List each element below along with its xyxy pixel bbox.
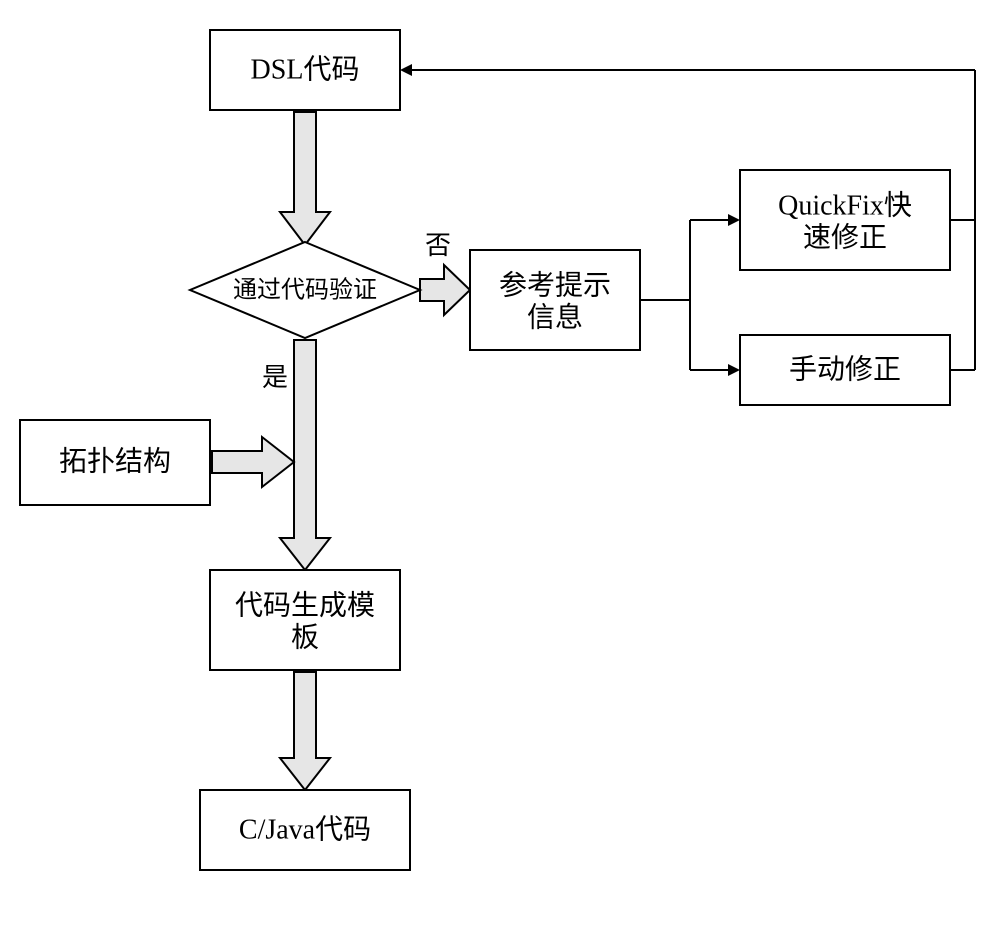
arrow-template-to-cjava [280,672,330,790]
connector-hint-split [640,214,740,376]
node-template: 代码生成模 板 [210,570,400,670]
node-quickfix: QuickFix快 速修正 [740,170,950,270]
flowchart-canvas: 否 是 DSL [0,0,1000,936]
arrowhead-to-quickfix [728,214,740,226]
node-template-line2: 板 [291,621,319,653]
node-manual: 手动修正 [740,335,950,405]
node-quickfix-line1: QuickFix快 [778,189,912,221]
arrowhead-to-dsl [400,64,412,76]
node-dsl-label: DSL代码 [251,53,360,85]
node-verify: 通过代码验证 [190,242,420,338]
node-hint: 参考提示 信息 [470,250,640,350]
node-quickfix-line2: 速修正 [803,221,887,253]
arrow-dsl-to-verify [280,112,330,245]
node-dsl: DSL代码 [210,30,400,110]
edge-label-yes: 是 [262,363,288,392]
node-verify-label: 通过代码验证 [233,277,377,304]
arrow-topo-to-merge [212,437,294,487]
edge-label-no: 否 [425,231,451,260]
node-topo: 拓扑结构 [20,420,210,505]
arrowhead-to-manual [728,364,740,376]
node-manual-label: 手动修正 [789,353,901,385]
node-hint-line2: 信息 [527,301,583,333]
node-cjava-label: C/Java代码 [239,813,371,845]
arrow-verify-to-hint: 否 [420,231,470,315]
node-cjava: C/Java代码 [200,790,410,870]
node-template-line1: 代码生成模 [235,589,375,621]
node-hint-line1: 参考提示 [499,269,611,301]
node-topo-label: 拓扑结构 [59,445,171,477]
